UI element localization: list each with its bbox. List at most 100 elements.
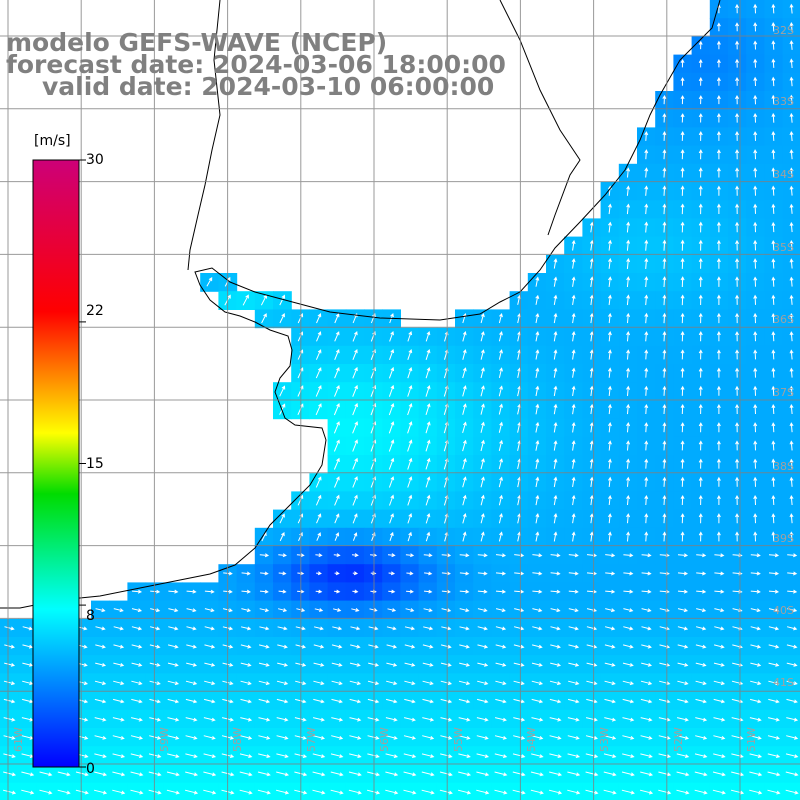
wind-arrow: [622, 698, 635, 704]
wind-arrow: [495, 662, 507, 667]
wind-arrow: [535, 440, 540, 451]
wind-arrow: [771, 58, 776, 68]
wind-arrow: [512, 789, 526, 795]
wind-arrow: [495, 571, 507, 576]
wind-arrow: [553, 349, 558, 360]
wind-arrow: [677, 571, 689, 576]
wind-arrow: [312, 753, 326, 758]
wind-arrow: [662, 221, 667, 233]
wind-arrow: [403, 789, 417, 795]
wind-arrow: [331, 717, 344, 722]
wind-arrow: [130, 735, 143, 740]
wind-arrow: [513, 626, 525, 631]
wind-arrow: [332, 626, 343, 631]
wind-arrow: [623, 553, 634, 558]
wind-arrow: [568, 626, 579, 631]
wind-arrow: [407, 403, 413, 416]
wind-arrow: [735, 167, 740, 178]
wind-arrow: [549, 771, 563, 777]
wind-arrow: [553, 421, 558, 433]
wind-arrow: [480, 439, 485, 452]
wind-arrow: [568, 589, 579, 594]
wind-arrow: [203, 771, 217, 777]
wind-arrow: [22, 680, 34, 686]
wind-arrow: [644, 131, 649, 141]
wind-arrow: [535, 403, 540, 415]
wind-arrow: [348, 789, 362, 795]
wind-arrow: [421, 771, 435, 777]
wind-arrow: [771, 513, 776, 524]
wind-arrow: [130, 753, 144, 758]
wind-arrow: [626, 294, 631, 306]
wind-arrow: [662, 349, 667, 360]
wind-arrow: [607, 294, 612, 306]
wind-arrow: [131, 626, 143, 631]
wind-arrow: [22, 626, 33, 631]
wind-arrow: [644, 239, 649, 251]
wind-arrow: [605, 553, 616, 558]
wind-arrow: [330, 789, 344, 795]
wind-arrow: [607, 331, 612, 342]
wind-arrow: [698, 257, 703, 269]
wind-arrow: [498, 513, 503, 524]
wind-arrow: [589, 385, 594, 396]
wind-arrow: [604, 644, 616, 649]
wind-arrow: [622, 717, 635, 722]
wind-arrow: [589, 239, 594, 251]
wind-arrow: [480, 403, 485, 415]
wind-arrow: [735, 403, 740, 415]
wind-arrow: [644, 531, 649, 542]
wind-arrow: [553, 440, 558, 451]
wind-arrow: [753, 58, 758, 68]
wind-arrow: [771, 385, 776, 396]
wind-arrow: [531, 717, 544, 722]
wind-arrow: [789, 422, 794, 433]
wind-arrow: [735, 276, 740, 287]
wind-arrow: [680, 312, 685, 324]
wind-arrow: [771, 403, 776, 415]
wind-arrow: [768, 662, 780, 667]
lat-label-41s: 41S: [773, 676, 794, 689]
wind-arrow: [167, 735, 180, 740]
wind-arrow: [498, 421, 503, 433]
wind-arrow: [662, 203, 667, 215]
wind-arrow: [713, 662, 725, 667]
wind-arrow: [585, 735, 598, 740]
wind-arrow: [644, 349, 649, 360]
wind-arrow: [771, 22, 776, 32]
wind-arrow: [477, 553, 488, 558]
wind-arrow: [698, 331, 703, 342]
wind-arrow: [771, 221, 776, 233]
wind-arrow: [680, 203, 685, 215]
wind-arrow: [607, 513, 612, 524]
wind-arrow: [351, 608, 360, 612]
wind-arrow: [767, 735, 780, 740]
wind-arrow: [549, 698, 562, 704]
wind-arrow: [787, 571, 798, 576]
wind-arrow: [753, 531, 758, 542]
wind-arrow: [605, 571, 616, 576]
wind-arrow: [567, 735, 580, 740]
wind-arrow: [658, 789, 672, 795]
wind-arrow: [771, 331, 776, 342]
wind-arrow: [385, 717, 398, 722]
wind-arrow: [330, 771, 344, 777]
wind-arrow: [586, 644, 598, 649]
wind-arrow: [735, 331, 740, 342]
wind-arrow: [407, 476, 413, 488]
wind-arrow: [131, 644, 143, 649]
wind-arrow: [676, 735, 689, 740]
wind-arrow: [553, 513, 558, 524]
wind-arrow: [662, 294, 667, 306]
wind-arrow: [753, 40, 758, 50]
wind-arrow: [185, 680, 198, 686]
wind-arrow: [568, 644, 580, 649]
wind-arrow: [313, 626, 324, 631]
wind-arrow: [789, 258, 794, 269]
wind-arrow: [240, 717, 253, 722]
wind-arrow: [389, 331, 394, 342]
wind-arrow: [789, 58, 794, 69]
wind-arrow: [571, 421, 576, 433]
wind-arrow: [352, 589, 359, 594]
wind-arrow: [607, 476, 612, 487]
